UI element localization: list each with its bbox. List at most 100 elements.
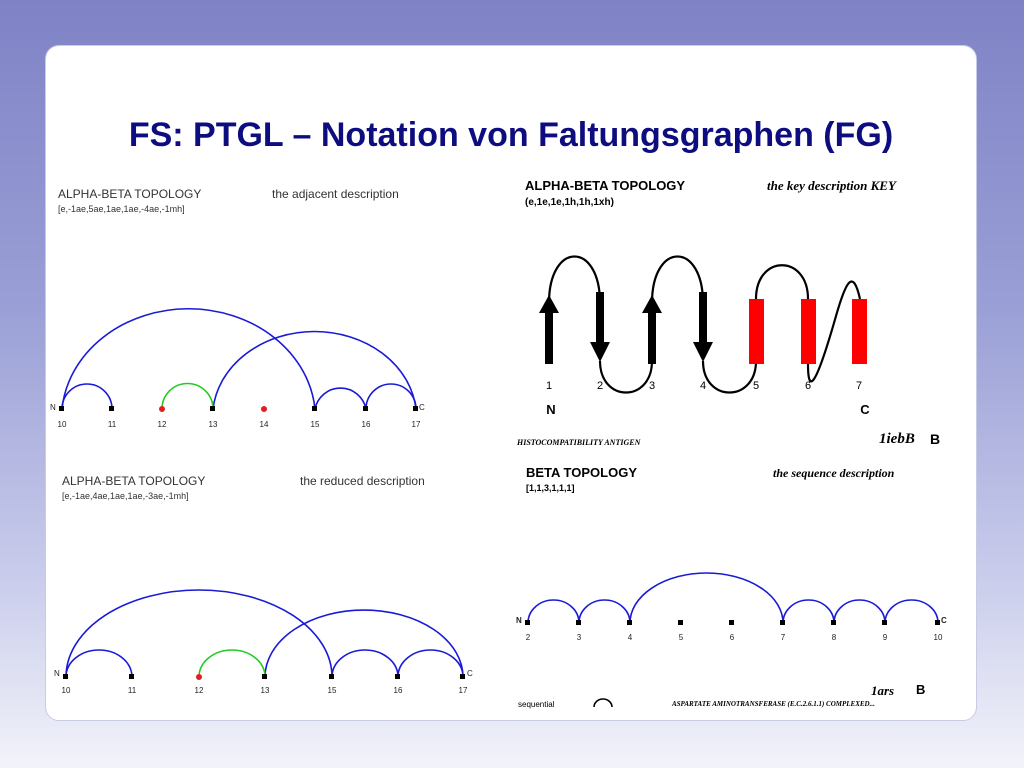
node-label: 15 — [311, 420, 320, 429]
node-seq-5 — [678, 620, 683, 625]
node-label: 10 — [58, 420, 67, 429]
node-seq-8 — [831, 620, 836, 625]
sequence-description-label: the sequence description — [773, 466, 895, 480]
arc-seq-9-10 — [884, 599, 939, 624]
node-label: 17 — [412, 420, 421, 429]
node-label: 11 — [128, 686, 137, 695]
element-label: 7 — [856, 380, 862, 392]
node-adjacent-11 — [109, 406, 114, 411]
arc-seq-7-8 — [782, 599, 835, 624]
helix-5 — [749, 299, 764, 364]
node-adjacent-16 — [363, 406, 368, 411]
sequence-topology-label: BETA TOPOLOGY — [526, 465, 637, 480]
loop-6-7 — [806, 280, 862, 383]
sequence-notation: [1,1,3,1,1,1] — [526, 483, 575, 493]
sequence-protein-name: ASPARTATE AMINOTRANSFERASE (E.C.2.6.1.1)… — [672, 700, 875, 708]
element-label: 4 — [700, 380, 706, 392]
node-seq-3 — [576, 620, 581, 625]
strand-2-arrow — [590, 292, 610, 362]
node-label: 3 — [577, 633, 582, 642]
node-label: 14 — [260, 420, 269, 429]
arc-seq-4-7 — [629, 572, 784, 624]
node-adjacent-14 — [261, 406, 267, 412]
arc-adjacent-16-17 — [365, 383, 417, 410]
element-label: 2 — [597, 380, 603, 392]
loop-3-4 — [650, 255, 705, 304]
reduced-n-label: N — [54, 669, 60, 678]
helix-7 — [852, 299, 867, 364]
node-label: 10 — [62, 686, 71, 695]
node-seq-9 — [882, 620, 887, 625]
node-label: 4 — [628, 633, 633, 642]
strand-3-arrow — [642, 295, 662, 364]
slide: FS: PTGL – Notation von Faltungsgraphen … — [45, 45, 977, 721]
arc-reduced-10-11 — [65, 649, 133, 678]
element-label: 1 — [546, 380, 552, 392]
sequence-graph: N C 2 3 4 5 6 7 8 9 10 — [516, 572, 947, 708]
adjacent-topology-label: ALPHA-BETA TOPOLOGY — [58, 187, 202, 201]
adjacent-description-label: the adjacent description — [272, 187, 399, 201]
node-adjacent-12 — [159, 406, 165, 412]
arc-adjacent-15-16 — [314, 387, 367, 410]
sequence-chain-label: B — [916, 682, 926, 697]
node-label: 16 — [362, 420, 371, 429]
arc-reduced-16-17 — [397, 649, 464, 678]
element-label: 6 — [805, 380, 811, 392]
sequential-legend-arc — [593, 698, 613, 708]
arc-reduced-12-13 — [198, 649, 266, 678]
slide-title: FS: PTGL – Notation von Faltungsgraphen … — [128, 116, 894, 154]
arc-seq-3-4 — [578, 599, 631, 624]
node-label: 16 — [394, 686, 403, 695]
node-adjacent-10 — [59, 406, 64, 411]
arc-adjacent-12-13 — [161, 382, 214, 410]
node-label: 11 — [108, 420, 117, 429]
key-n-label: N — [546, 402, 555, 417]
node-reduced-13 — [262, 674, 267, 679]
adjacent-n-label: N — [50, 403, 56, 412]
reduced-notation: [e,-1ae,4ae,1ae,1ae,-3ae,-1mh] — [62, 491, 189, 501]
reduced-topology-label: ALPHA-BETA TOPOLOGY — [62, 474, 206, 488]
arc-seq-2-3 — [527, 599, 580, 624]
node-label: 12 — [158, 420, 167, 429]
sequence-c-label: C — [941, 616, 947, 625]
node-label: 10 — [934, 633, 943, 642]
key-description-label: the key description KEY — [767, 178, 896, 193]
node-reduced-15 — [329, 674, 334, 679]
node-label: 13 — [261, 686, 270, 695]
key-pdb-id: 1iebB — [879, 431, 915, 447]
node-seq-2 — [525, 620, 530, 625]
node-reduced-17 — [460, 674, 465, 679]
node-label: 2 — [526, 633, 531, 642]
key-topology-label: ALPHA-BETA TOPOLOGY — [525, 178, 686, 193]
reduced-description-label: the reduced description — [300, 474, 425, 488]
adjacent-graph: N C 10 11 12 13 14 15 16 17 — [50, 308, 425, 429]
key-notation: (e,1e,1e,1h,1h,1xh) — [525, 197, 614, 208]
strand-1-arrow — [539, 295, 559, 364]
node-label: 8 — [832, 633, 837, 642]
key-chain-label: B — [930, 431, 941, 447]
reduced-c-label: C — [467, 669, 473, 678]
node-reduced-16 — [395, 674, 400, 679]
node-label: 13 — [209, 420, 218, 429]
adjacent-c-label: C — [419, 403, 425, 412]
node-seq-4 — [627, 620, 632, 625]
key-c-label: C — [860, 402, 870, 417]
adjacent-notation: [e,-1ae,5ae,1ae,1ae,-4ae,-1mh] — [58, 204, 185, 214]
node-label: 15 — [328, 686, 337, 695]
arc-reduced-10-15 — [65, 589, 333, 678]
arc-reduced-15-16 — [331, 649, 399, 678]
node-adjacent-17 — [413, 406, 418, 411]
node-seq-10 — [935, 620, 940, 625]
loop-1-2 — [547, 255, 602, 304]
loop-5-6 — [754, 264, 810, 300]
arc-adjacent-10-15 — [61, 308, 316, 410]
node-reduced-11 — [129, 674, 134, 679]
node-reduced-12 — [196, 674, 202, 680]
element-label: 3 — [649, 380, 655, 392]
node-label: 6 — [730, 633, 735, 642]
node-seq-6 — [729, 620, 734, 625]
sequential-legend-label: sequential — [518, 700, 555, 709]
node-label: 12 — [195, 686, 204, 695]
arc-seq-8-9 — [833, 599, 886, 624]
reduced-graph: N C 10 11 12 13 15 16 17 — [54, 589, 473, 695]
